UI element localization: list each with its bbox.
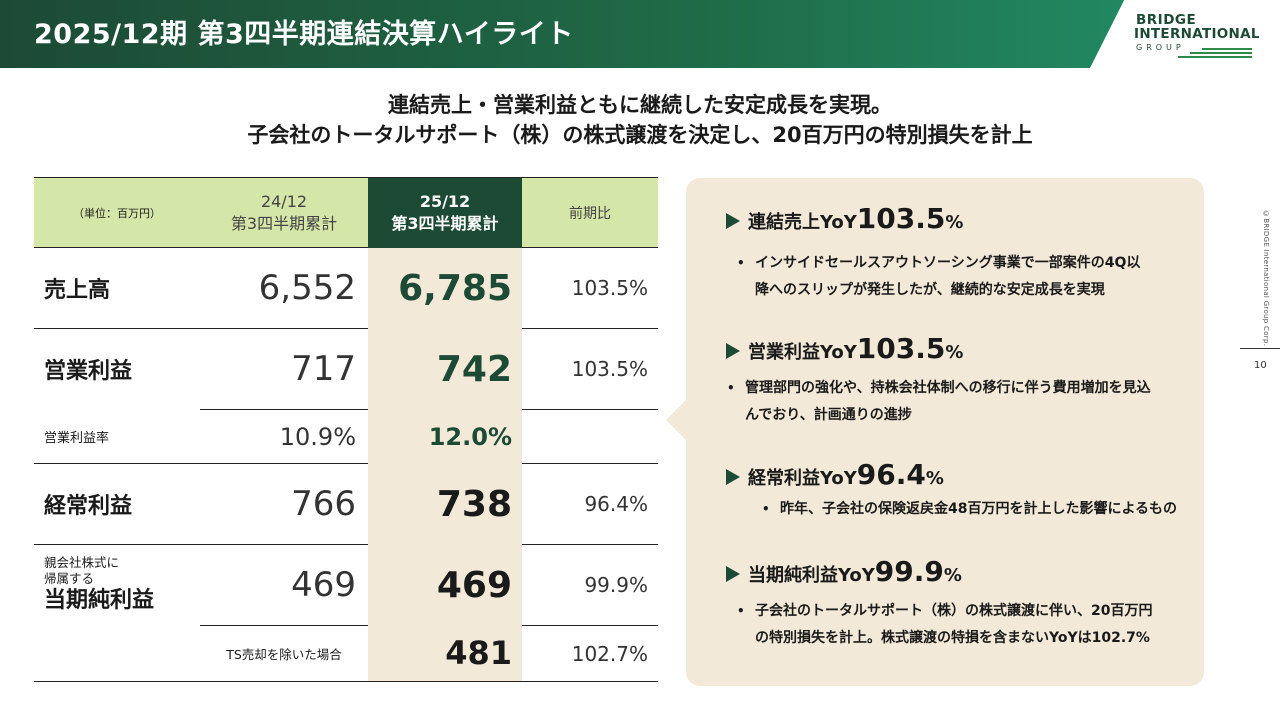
point-net-title: 当期純利益YoY99.9% [726, 555, 962, 588]
point-net-text-1: 子会社のトータルサポート（株）の株式譲渡に伴い、20百万円 [755, 603, 1153, 619]
sales-prev: 6,552 [200, 247, 368, 329]
sales-cur: 6,785 [368, 247, 522, 329]
company-logo: BRIDGE INTERNATIONAL GROUP [1134, 12, 1260, 62]
cur-period-name: 第3四半期累計 [391, 213, 499, 233]
logo-stripes-icon [1164, 46, 1252, 60]
table-row-excl-ts: TS売却を除いた場合 481 102.7% [34, 625, 658, 682]
triangle-bullet-icon [726, 343, 740, 359]
point-ordinary-pct: % [925, 468, 944, 489]
cur-period-header: 25/12 第3四半期累計 [368, 177, 522, 248]
bullet-dot-icon: • [737, 256, 745, 270]
panel-pointer [666, 398, 688, 442]
net-label-cell: 親会社株式に 帰属する 当期純利益 [34, 544, 200, 626]
page-number: 10 [1254, 360, 1267, 371]
op-prev: 717 [200, 328, 368, 410]
triangle-bullet-icon [726, 213, 740, 229]
point-sales-title: 連結売上YoY103.5% [726, 202, 963, 235]
op-label: 営業利益 [34, 328, 200, 410]
point-op-label: 営業利益YoY [748, 342, 857, 363]
net-label: 当期純利益 [44, 588, 155, 614]
commentary-panel [686, 178, 1204, 686]
point-op-pct: % [945, 342, 964, 363]
point-op-text: • 管理部門の強化や、持株会社体制への移行に伴う費用増加を見込 んでおり、計画通… [727, 375, 1195, 429]
point-sales-pct: % [945, 212, 964, 233]
table-row-ordinary-profit: 経常利益 766 738 96.4% [34, 463, 658, 545]
logo-text-international: INTERNATIONAL [1134, 26, 1260, 42]
net-cur: 469 [368, 544, 522, 626]
point-sales-text-1: インサイドセールスアウトソーシング事業で一部案件の4Q以 [755, 255, 1141, 271]
excl-ts-empty [34, 625, 200, 682]
unit-label: （単位：百万円） [34, 177, 200, 248]
table-row-operating-profit: 営業利益 717 742 103.5% [34, 328, 658, 410]
cur-period-year: 25/12 [419, 191, 471, 211]
margin-cur: 12.0% [368, 409, 522, 464]
point-net-text: • 子会社のトータルサポート（株）の株式譲渡に伴い、20百万円 の特別損失を計上… [737, 598, 1195, 652]
point-ordinary-text-1: 昨年、子会社の保険返戻金48百万円を計上した影響によるもの [780, 501, 1178, 517]
ordinary-ratio: 96.4% [522, 463, 658, 545]
table-row-net-income: 親会社株式に 帰属する 当期純利益 469 469 99.9% [34, 544, 658, 626]
ordinary-label: 経常利益 [34, 463, 200, 545]
logo-text-group: GROUP [1136, 43, 1185, 52]
op-ratio: 103.5% [522, 328, 658, 410]
point-ordinary-text: • 昨年、子会社の保険返戻金48百万円を計上した影響によるもの [762, 496, 1220, 523]
prev-period-header: 24/12 第3四半期累計 [200, 177, 368, 248]
margin-prev: 10.9% [200, 409, 368, 464]
copyright-text: ©BRIDGE International Group Corp. [1262, 210, 1270, 347]
point-ordinary-title: 経常利益YoY96.4% [726, 458, 944, 491]
lead-message: 連結売上・営業利益ともに継続した安定成長を実現。 子会社のトータルサポート（株）… [0, 90, 1280, 150]
margin-ratio-empty [522, 409, 658, 464]
sales-ratio: 103.5% [522, 247, 658, 329]
bullet-dot-icon: • [762, 502, 770, 516]
point-op-title: 営業利益YoY103.5% [726, 332, 963, 365]
excl-ts-label: TS売却を除いた場合 [200, 625, 368, 682]
ratio-header: 前期比 [522, 177, 658, 248]
op-cur: 742 [368, 328, 522, 410]
triangle-bullet-icon [726, 566, 740, 582]
bullet-dot-icon: • [737, 604, 745, 618]
header-bar: 2025/12期 第3四半期連結決算ハイライト [0, 0, 1280, 68]
prev-period-name: 第3四半期累計 [230, 213, 338, 233]
page-divider [1240, 348, 1280, 349]
financial-table: （単位：百万円） 24/12 第3四半期累計 25/12 第3四半期累計 前期比… [34, 177, 658, 682]
ordinary-prev: 766 [200, 463, 368, 545]
point-net-text-2: の特別損失を計上。株式譲渡の特損を含まないYoYは102.7% [755, 630, 1150, 646]
point-sales-value: 103.5 [856, 202, 946, 235]
net-prev: 469 [200, 544, 368, 626]
point-op-value: 103.5 [856, 332, 946, 365]
point-net-label: 当期純利益YoY [748, 565, 875, 586]
point-sales-label: 連結売上YoY [748, 212, 857, 233]
net-label-small-2: 帰属する [44, 571, 95, 587]
sales-label: 売上高 [34, 247, 200, 329]
point-ordinary-label: 経常利益YoY [748, 468, 857, 489]
excl-ts-ratio: 102.7% [522, 625, 658, 682]
point-sales-text-2: 降へのスリップが発生したが、継続的な安定成長を実現 [755, 282, 1105, 298]
table-header-row: （単位：百万円） 24/12 第3四半期累計 25/12 第3四半期累計 前期比 [34, 177, 658, 248]
lead-line-2: 子会社のトータルサポート（株）の株式譲渡を決定し、20百万円の特別損失を計上 [247, 123, 1033, 147]
prev-period-year: 24/12 [260, 191, 308, 211]
point-net-pct: % [943, 565, 962, 586]
table-row-operating-margin: 営業利益率 10.9% 12.0% [34, 409, 658, 464]
logo-text-bridge: BRIDGE [1136, 12, 1197, 28]
point-sales-text: • インサイドセールスアウトソーシング事業で一部案件の4Q以 降へのスリップが発… [737, 250, 1195, 304]
point-op-text-2: んでおり、計画通りの進捗 [745, 407, 912, 423]
page-title: 2025/12期 第3四半期連結決算ハイライト [34, 19, 574, 50]
ordinary-cur: 738 [368, 463, 522, 545]
net-ratio: 99.9% [522, 544, 658, 626]
excl-ts-cur: 481 [368, 625, 522, 682]
margin-label: 営業利益率 [44, 430, 110, 446]
net-label-small-1: 親会社株式に [44, 555, 120, 571]
point-net-value: 99.9 [874, 555, 944, 588]
table-row-sales: 売上高 6,552 6,785 103.5% [34, 247, 658, 329]
point-op-text-1: 管理部門の強化や、持株会社体制への移行に伴う費用増加を見込 [745, 380, 1151, 396]
point-ordinary-value: 96.4 [856, 458, 926, 491]
bullet-dot-icon: • [727, 381, 735, 395]
triangle-bullet-icon [726, 469, 740, 485]
lead-line-1: 連結売上・営業利益ともに継続した安定成長を実現。 [388, 93, 892, 117]
